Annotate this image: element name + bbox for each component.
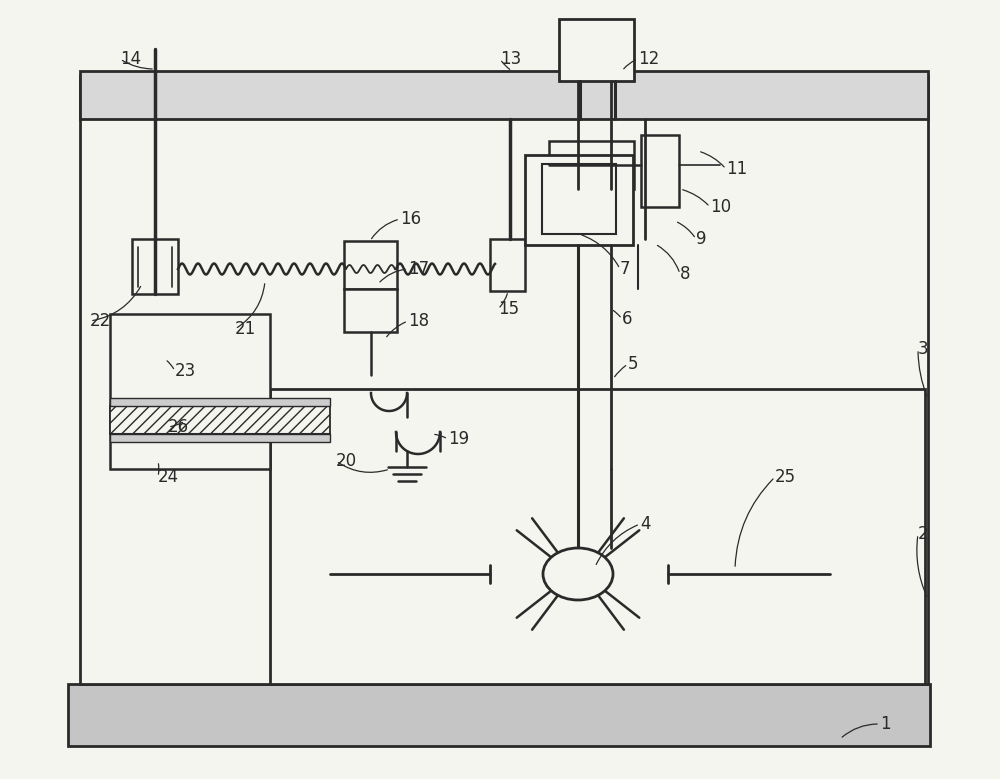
Bar (549, 141, 634, 189)
Bar (270, 389, 925, 684)
Text: 19: 19 (448, 430, 469, 448)
Text: 6: 6 (622, 310, 633, 328)
Bar (110, 398, 330, 406)
Text: 26: 26 (168, 418, 189, 436)
Text: 21: 21 (235, 320, 256, 338)
Bar (542, 164, 616, 234)
Bar (80, 76, 928, 684)
Bar (110, 434, 330, 442)
Text: 13: 13 (500, 50, 521, 68)
Bar (559, 19, 634, 81)
Bar (80, 71, 928, 119)
Text: 12: 12 (638, 50, 659, 68)
Text: 3: 3 (918, 340, 929, 358)
Text: 17: 17 (408, 260, 429, 278)
Bar (344, 241, 397, 289)
Text: 20: 20 (336, 452, 357, 470)
Text: 9: 9 (696, 230, 706, 248)
Bar (490, 239, 525, 291)
Text: 24: 24 (158, 468, 179, 486)
Bar (110, 314, 270, 469)
Text: 16: 16 (400, 210, 421, 228)
Text: 4: 4 (640, 515, 650, 533)
Bar (132, 239, 178, 294)
Text: 25: 25 (775, 468, 796, 486)
Ellipse shape (543, 548, 613, 600)
Text: 15: 15 (498, 300, 519, 318)
Text: 11: 11 (726, 160, 747, 178)
Bar (68, 684, 930, 746)
Text: 22: 22 (90, 312, 111, 330)
Bar (641, 135, 679, 207)
Bar (525, 155, 633, 245)
Text: 2: 2 (918, 525, 929, 543)
Text: 18: 18 (408, 312, 429, 330)
Text: 10: 10 (710, 198, 731, 216)
Bar (344, 289, 397, 332)
Text: 8: 8 (680, 265, 690, 283)
Text: 1: 1 (880, 715, 891, 733)
Text: 5: 5 (628, 355, 639, 373)
Bar (110, 406, 330, 434)
Text: 14: 14 (120, 50, 141, 68)
Text: 7: 7 (620, 260, 631, 278)
Text: 23: 23 (175, 362, 196, 380)
